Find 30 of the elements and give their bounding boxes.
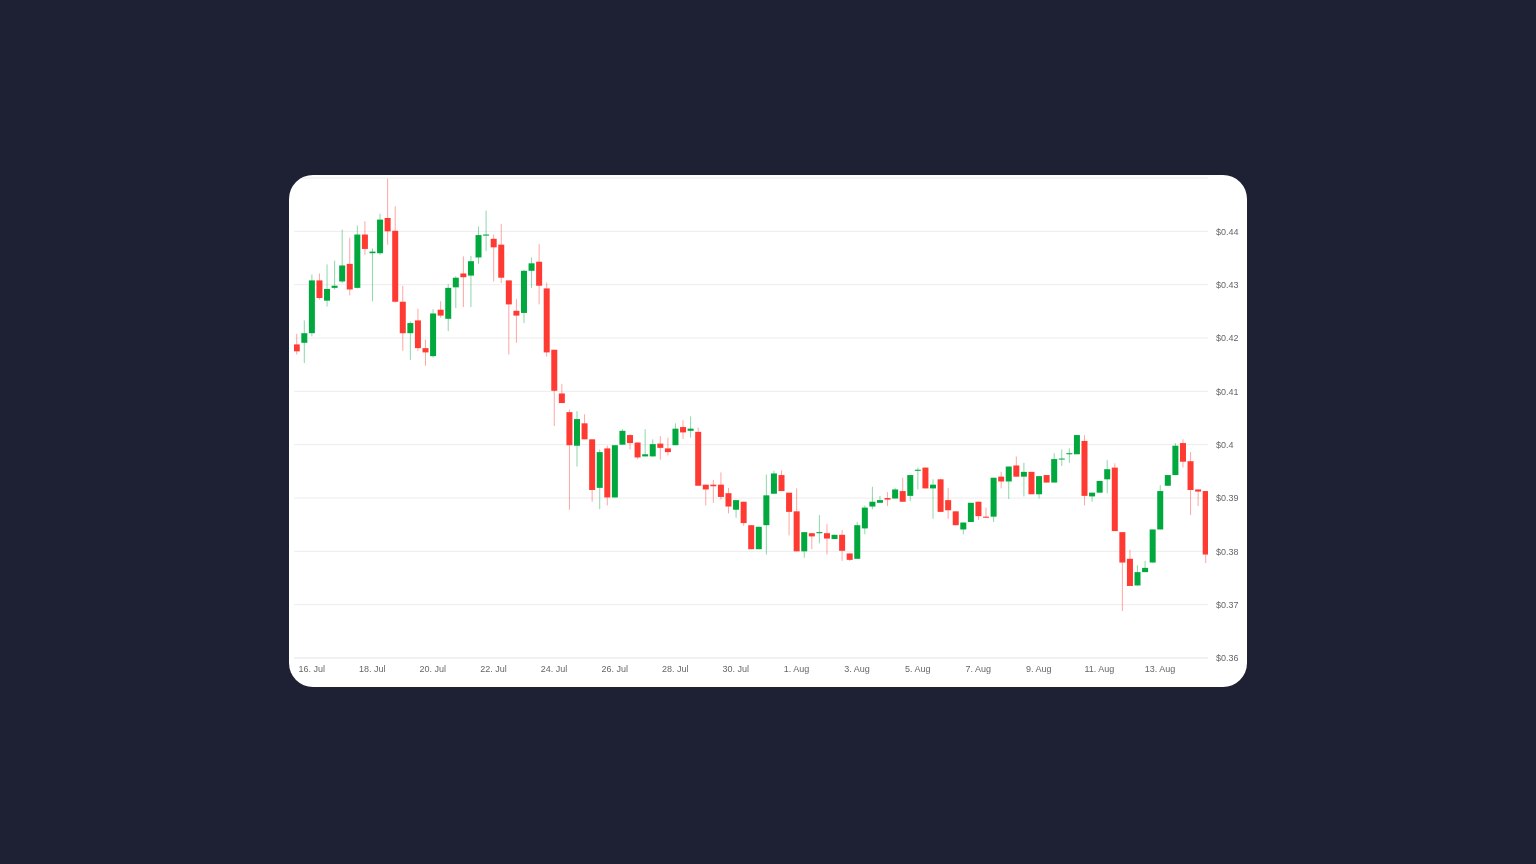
x-tick-label: 22. Jul <box>480 664 507 675</box>
candlestick <box>1058 448 1065 467</box>
y-tick-label: $0.43 <box>1216 279 1239 290</box>
x-tick-label: 18. Jul <box>359 664 386 675</box>
x-tick-label: 20. Jul <box>419 664 447 675</box>
y-tick-label: $0.38 <box>1216 546 1239 557</box>
y-tick-label: $0.44 <box>1216 226 1239 237</box>
candlestick <box>1142 560 1149 573</box>
x-tick-label: 28. Jul <box>661 664 689 675</box>
x-tick-label: 30. Jul <box>722 664 750 675</box>
candlestick <box>983 507 990 519</box>
x-tick-label: 3. Aug <box>844 664 870 675</box>
candlestick <box>664 437 671 456</box>
candlestick <box>876 495 883 504</box>
x-tick-label: 9. Aug <box>1026 664 1052 675</box>
y-tick-label: $0.4 <box>1216 439 1234 450</box>
y-tick-label: $0.39 <box>1216 493 1239 504</box>
x-tick-label: 11. Aug <box>1084 664 1115 675</box>
x-tick-label: 26. Jul <box>601 664 628 675</box>
x-tick-label: 16. Jul <box>298 664 325 675</box>
y-tick-label: $0.42 <box>1216 333 1239 344</box>
x-tick-label: 5. Aug <box>904 664 931 675</box>
candlestick <box>1066 447 1073 464</box>
y-tick-label: $0.37 <box>1216 599 1239 610</box>
y-tick-label: $0.36 <box>1216 653 1239 664</box>
x-tick-label: 1. Aug <box>783 664 810 675</box>
x-tick-label: 13. Aug <box>1144 664 1176 675</box>
x-tick-label: 24. Jul <box>540 664 568 675</box>
y-tick-label: $0.41 <box>1216 386 1239 397</box>
x-tick-label: 7. Aug <box>965 664 991 675</box>
